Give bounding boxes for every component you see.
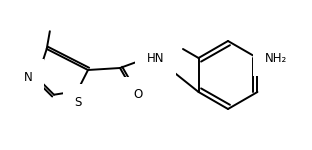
Text: NH₂: NH₂ bbox=[265, 51, 287, 64]
Text: O: O bbox=[133, 88, 142, 101]
Text: N: N bbox=[23, 70, 32, 84]
Text: HN: HN bbox=[146, 52, 164, 65]
Text: S: S bbox=[75, 96, 82, 109]
